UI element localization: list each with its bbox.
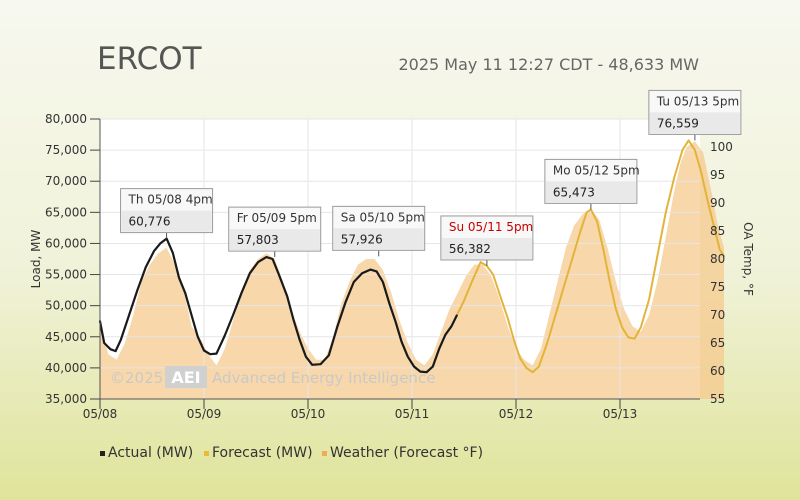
legend-item[interactable]: Forecast (MW) [212, 445, 313, 461]
x-tick-label: 05/09 [187, 407, 222, 421]
callout-label: Su 05/11 5pm [449, 220, 533, 234]
x-tick-label: 05/13 [603, 407, 638, 421]
y-tick-label: 60,000 [45, 236, 87, 250]
legend-swatch[interactable] [100, 451, 105, 456]
callout-value: 57,803 [237, 233, 279, 247]
callout-value-band [121, 210, 212, 232]
legend-item[interactable]: Weather (Forecast °F) [330, 445, 483, 461]
y-tick-label: 70,000 [45, 174, 87, 188]
y2-tick-label: 60 [710, 364, 725, 378]
y-tick-label: 50,000 [45, 299, 87, 313]
actual-load-line [98, 237, 458, 374]
y-tick-label: 75,000 [45, 143, 87, 157]
legend: Actual (MW) Forecast (MW) Weather (Forecas… [100, 445, 483, 461]
x-tick-label: 05/11 [395, 407, 430, 421]
y-tick-label: 35,000 [45, 392, 87, 406]
callout-label: Sa 05/10 5pm [341, 210, 425, 224]
callout-label: Fr 05/09 5pm [237, 211, 317, 225]
callout-value-band [545, 181, 636, 203]
callout-value: 57,926 [341, 232, 383, 246]
callout-value-band [441, 237, 532, 259]
watermark-company: Advanced Energy Intelligence [212, 369, 435, 387]
forecast-load-line [455, 139, 725, 374]
weather-forecast-area [100, 141, 724, 399]
y-tick-label: 40,000 [45, 361, 87, 375]
aei-logo-box [165, 366, 207, 388]
peak-callouts: Th 05/08 4pm 60,776 Fr 05/09 5pm 57,803 Sa 0… [120, 89, 742, 266]
callout-label: Th 05/08 4pm [128, 193, 213, 207]
callout-value-band [333, 228, 424, 250]
x-tick-label: 05/08 [83, 407, 118, 421]
weather-area-layer [100, 141, 724, 399]
y2-tick-label: 100 [710, 140, 733, 154]
aei-logo-text: AEI [171, 368, 200, 387]
y2-tick-label: 55 [710, 392, 725, 406]
status-readout: 2025 May 11 12:27 CDT - 48,633 MW [398, 55, 699, 74]
y-tick-label: 45,000 [45, 330, 87, 344]
y2-tick-label: 70 [710, 308, 725, 322]
watermark-copyright: ©2025 [110, 369, 163, 387]
callout-value-band [649, 112, 740, 134]
callout-value: 60,776 [129, 215, 171, 229]
y-tick-label: 55,000 [45, 268, 87, 282]
callout-label: Tu 05/13 5pm [656, 94, 739, 108]
x-tick-label: 05/10 [291, 407, 326, 421]
legend-swatch[interactable] [322, 451, 327, 456]
callout-label: Mo 05/12 5pm [553, 163, 640, 177]
load-lines-layer [98, 139, 725, 374]
y2-tick-label: 95 [710, 168, 725, 182]
y2-tick-label: 90 [710, 196, 725, 210]
y2-tick-label: 75 [710, 280, 725, 294]
callout-value: 56,382 [449, 242, 491, 256]
y2-tick-label: 85 [710, 224, 725, 238]
y2-axis-title: OA Temp, °F [741, 222, 755, 296]
x-tick-label: 05/12 [499, 407, 534, 421]
y-axis-title: Load, MW [29, 230, 43, 289]
page-title: ERCOT [97, 41, 203, 77]
axes: 80,000 75,000 70,000 65,000 60,000 55,000 50,0… [45, 112, 733, 421]
y2-tick-label: 65 [710, 336, 725, 350]
callout-value: 65,473 [553, 185, 595, 199]
y-tick-label: 65,000 [45, 205, 87, 219]
y-tick-label: 80,000 [45, 112, 87, 126]
legend-item[interactable]: Actual (MW) [108, 445, 193, 461]
callout-value: 76,559 [657, 116, 699, 130]
callout-value-band [229, 229, 320, 251]
watermark: ©2025 AEI Advanced Energy Intelligence [110, 366, 435, 388]
legend-swatch[interactable] [204, 451, 209, 456]
y2-tick-label: 80 [710, 252, 725, 266]
